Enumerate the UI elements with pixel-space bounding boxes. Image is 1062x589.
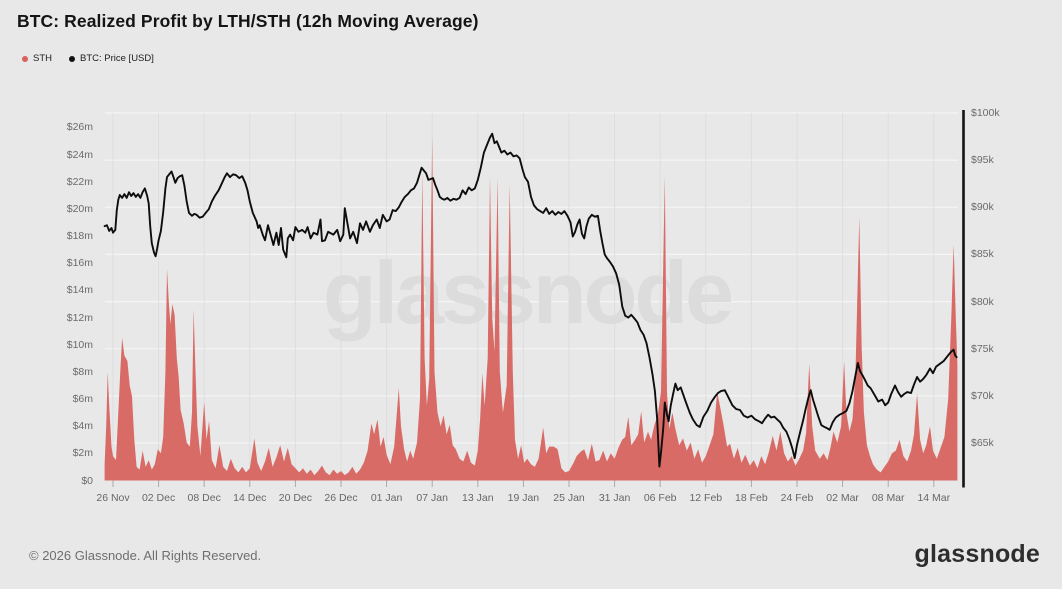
- x-axis-tick-label: 26 Dec: [324, 492, 358, 504]
- y-axis-left-tick-label: $6m: [72, 393, 93, 406]
- price-line-series: [103, 132, 958, 468]
- x-axis-tick-label: 18 Feb: [735, 492, 768, 504]
- x-axis-tick-label: 07 Jan: [416, 492, 448, 504]
- y-axis-left-tick-label: $4m: [72, 420, 93, 433]
- x-axis-tick-label: 06 Feb: [643, 492, 677, 504]
- x-axis-tick-label: 12 Feb: [689, 492, 723, 504]
- legend-item-btc-price[interactable]: BTC: Price [USD]: [69, 53, 154, 64]
- x-axis-tick-label: 19 Jan: [507, 492, 540, 504]
- y-axis-left-tick-label: $22m: [66, 175, 93, 188]
- watermark-text: glassnode: [323, 243, 731, 342]
- x-axis-tick-label: 14 Dec: [233, 492, 267, 504]
- x-axis-tick-label: 02 Mar: [826, 492, 859, 504]
- y-axis-right-tick-label: $85k: [971, 248, 994, 261]
- y-axis-right-tick-label: $65k: [971, 437, 994, 449]
- y-axis-left-tick-label: $24m: [66, 148, 93, 161]
- y-axis-right-tick-label: $80k: [971, 295, 994, 308]
- y-axis-right-tick-label: $100k: [971, 107, 1000, 119]
- x-axis-tick-label: 02 Dec: [141, 492, 176, 504]
- legend-label: STH: [33, 53, 52, 64]
- legend-dot-icon: [22, 55, 28, 62]
- chart-title: BTC: Realized Profit by LTH/STH (12h Mov…: [17, 11, 479, 31]
- y-axis-left-tick-label: $0: [81, 474, 93, 487]
- y-axis-right-tick-label: $95k: [971, 154, 994, 167]
- x-axis-tick-label: 08 Mar: [871, 492, 905, 504]
- y-axis-left-tick-label: $20m: [66, 202, 93, 215]
- x-axis-tick-label: 25 Jan: [553, 492, 585, 504]
- sth-area-series: [104, 135, 958, 481]
- y-axis-left-tick-label: $12m: [66, 311, 93, 324]
- x-axis-tick-label: 08 Dec: [187, 492, 221, 504]
- y-axis-left-tick-label: $14m: [66, 284, 93, 297]
- copyright-text: © 2026 Glassnode. All Rights Reserved.: [29, 548, 262, 563]
- y-axis-left-tick-label: $8m: [72, 365, 93, 378]
- x-axis-tick-label: 14 Mar: [917, 492, 951, 504]
- x-axis-tick-label: 24 Feb: [780, 492, 814, 504]
- y-axis-left-tick-label: $16m: [66, 257, 93, 270]
- y-axis-left-tick-label: $18m: [66, 230, 93, 243]
- y-axis-left-tick-label: $26m: [66, 121, 93, 134]
- x-axis-tick-label: 20 Dec: [278, 492, 313, 504]
- x-axis-tick-label: 31 Jan: [598, 492, 631, 504]
- y-axis-right-tick-label: $90k: [971, 201, 994, 214]
- y-axis-left-tick-label: $2m: [72, 447, 93, 460]
- legend-label: BTC: Price [USD]: [80, 53, 154, 64]
- y-axis-left-tick-label: $10m: [66, 338, 93, 351]
- x-axis-tick-label: 13 Jan: [462, 492, 494, 504]
- x-axis-tick-label: 26 Nov: [96, 492, 130, 504]
- legend: STH BTC: Price [USD]: [22, 53, 154, 64]
- y-axis-right-tick-label: $75k: [971, 342, 994, 355]
- glassnode-logo: glassnode: [914, 540, 1040, 568]
- x-axis-tick-label: 01 Jan: [370, 492, 403, 504]
- legend-item-sth[interactable]: STH: [22, 53, 52, 64]
- legend-dot-icon: [69, 55, 75, 62]
- y-axis-right-tick-label: $70k: [971, 389, 994, 402]
